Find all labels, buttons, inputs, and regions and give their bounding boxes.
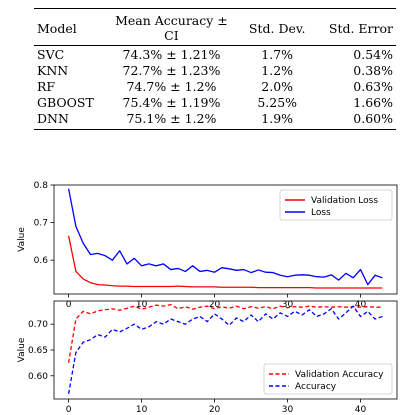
- x-tick-label: 0: [66, 300, 72, 310]
- table-cell: 74.3% ± 1.21%: [122, 47, 221, 62]
- plot-frame: [53, 184, 398, 295]
- y-tick-label: 0.70: [28, 320, 48, 330]
- table-row: GBOOST 75.4% ± 1.19% 5.25% 1.66%: [34, 94, 396, 110]
- table-row: KNN 72.7% ± 1.23% 1.2% 0.38%: [34, 62, 396, 78]
- legend-label: Loss: [311, 208, 331, 218]
- table-header-cell: Model: [34, 8, 106, 46]
- x-tick-label: 10: [136, 300, 148, 310]
- training-curves-figure: 0 10 20 30 40 0.6 0.7 0.8 Value Validation Loss Lo…: [17, 181, 398, 415]
- y-axis-label: Value: [17, 337, 27, 362]
- y-tick-label: 0.60: [28, 372, 48, 382]
- x-tick-label: 40: [355, 405, 367, 415]
- table-cell: KNN: [37, 63, 69, 78]
- table-cell: 75.4% ± 1.19%: [122, 95, 221, 110]
- y-tick-label: 0.65: [28, 346, 48, 356]
- table-cell: 72.7% ± 1.23%: [122, 63, 221, 78]
- x-tick-label: 20: [209, 300, 221, 310]
- y-tick-label: 0.6: [34, 256, 49, 266]
- results-table: Model Mean Accuracy ± CI Std. Dev. Std. …: [34, 8, 396, 130]
- chart-1: 0 10 20 30 40 0.6 0.7 0.8 Value Validation Loss Lo…: [17, 181, 398, 310]
- table-cell: 1.2%: [261, 63, 294, 78]
- legend: Validation Loss Loss: [279, 189, 393, 221]
- table-cell: 0.38%: [353, 63, 393, 78]
- table-header-cell: Std. Error: [316, 8, 396, 46]
- x-tick-label: 30: [282, 405, 294, 415]
- legend-label: Accuracy: [295, 382, 337, 392]
- table-cell: 5.25%: [257, 95, 298, 110]
- legend-box: [263, 363, 393, 395]
- legend-box: [279, 189, 393, 221]
- table-cell: 74.7% ± 1.2%: [126, 79, 217, 94]
- table-cell: 0.63%: [353, 79, 393, 94]
- x-tick-label: 20: [209, 405, 221, 415]
- table-cell: 0.54%: [353, 47, 393, 62]
- x-tick-label: 40: [355, 300, 367, 310]
- x-tick-label: 10: [136, 405, 148, 415]
- x-tick-label: 30: [282, 300, 294, 310]
- series-line-validation-loss: [67, 235, 383, 289]
- table-cell: RF: [37, 79, 56, 94]
- y-tick-label: 0.7: [34, 219, 48, 229]
- series-line-loss: [67, 188, 383, 286]
- y-axis-label: Value: [17, 227, 27, 252]
- table-cell: 0.60%: [316, 110, 396, 130]
- legend: Validation Accuracy Accuracy: [263, 363, 393, 395]
- table-row: RF 74.7% ± 1.2% 2.0% 0.63%: [34, 78, 396, 94]
- table-cell: 75.1% ± 1.2%: [105, 110, 238, 130]
- x-tick-label: 0: [66, 405, 72, 415]
- table-row: DNN 75.1% ± 1.2% 1.9% 0.60%: [34, 110, 396, 130]
- legend-label: Validation Loss: [311, 196, 378, 206]
- legend-label: Validation Accuracy: [295, 370, 384, 380]
- table-header-row: Model Mean Accuracy ± CI Std. Dev. Std. …: [34, 8, 396, 46]
- series-line-validation-accuracy: [67, 303, 383, 363]
- table-cell: DNN: [34, 110, 106, 130]
- table-header-cell: Std. Dev.: [237, 8, 317, 46]
- table-row: SVC 74.3% ± 1.21% 1.7% 0.54%: [34, 46, 396, 63]
- y-tick-label: 0.8: [34, 181, 49, 191]
- series-line-accuracy: [67, 305, 383, 394]
- table-cell: GBOOST: [37, 95, 94, 110]
- table-cell: 1.9%: [237, 110, 317, 130]
- table-header-cell: Mean Accuracy ± CI: [105, 8, 238, 46]
- table-cell: 1.66%: [353, 95, 393, 110]
- table-cell: SVC: [37, 47, 65, 62]
- table-cell: 1.7%: [261, 47, 294, 62]
- table-cell: 2.0%: [261, 79, 294, 94]
